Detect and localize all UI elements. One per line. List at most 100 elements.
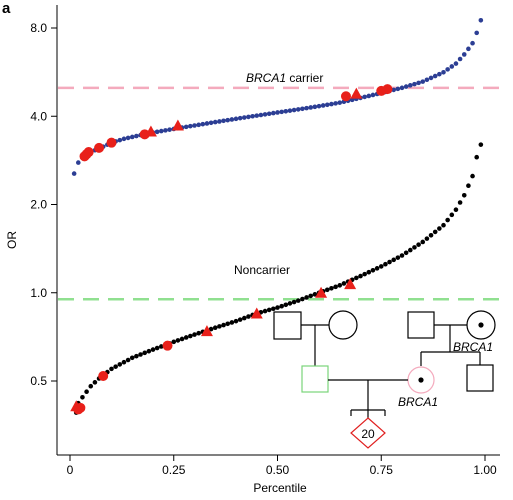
pedigree-offspring-count: 20 — [361, 427, 375, 441]
data-point — [295, 107, 301, 112]
data-point — [424, 236, 430, 241]
data-point — [113, 364, 118, 369]
data-point — [358, 273, 363, 279]
data-point — [432, 73, 438, 79]
data-point — [428, 75, 434, 81]
data-point — [449, 64, 455, 69]
highlight-triangle — [250, 307, 263, 319]
highlight-circle — [98, 371, 109, 382]
highlight-circle — [106, 137, 117, 148]
panel-label: a — [2, 0, 11, 17]
data-point — [403, 250, 409, 256]
x-tick-label: 0.25 — [162, 463, 186, 477]
data-point — [271, 306, 276, 312]
data-point — [129, 355, 135, 361]
data-point — [175, 338, 181, 343]
data-point — [254, 113, 260, 118]
data-point — [295, 298, 301, 303]
data-point — [179, 336, 185, 342]
data-point — [117, 362, 123, 367]
data-point — [408, 83, 413, 88]
data-point — [154, 345, 160, 351]
data-point — [291, 299, 297, 305]
data-point — [408, 247, 413, 253]
pedigree-diagram — [273, 310, 496, 449]
data-point — [354, 275, 359, 281]
carrier-dot — [478, 322, 484, 328]
data-point — [337, 100, 343, 105]
x-axis-label: Percentile — [253, 481, 307, 495]
data-point — [271, 110, 276, 116]
data-point — [320, 103, 326, 108]
y-tick-label: 2.0 — [30, 198, 47, 212]
data-point — [246, 314, 251, 319]
data-point — [337, 283, 343, 288]
data-point — [466, 183, 471, 188]
data-point — [212, 325, 218, 330]
y-ticks: 0.5 1.0 2.0 4.0 8.0 — [30, 21, 57, 388]
data-point — [80, 394, 85, 400]
data-point — [470, 173, 475, 179]
data-point — [428, 232, 434, 238]
highlight-triangle — [171, 119, 184, 131]
data-point — [395, 86, 401, 92]
pedigree-grandmother — [328, 310, 358, 340]
data-point — [134, 353, 139, 359]
data-point — [470, 40, 475, 46]
data-point — [362, 94, 367, 100]
y-tick-label: 1.0 — [30, 286, 47, 300]
data-point — [266, 111, 272, 117]
highlight-triangle — [70, 400, 83, 412]
data-point — [242, 115, 247, 120]
data-point — [362, 271, 367, 277]
data-point — [233, 116, 239, 122]
data-point — [121, 136, 127, 142]
pedigree-brca1-label-spouse: BRCA1 — [453, 340, 493, 354]
highlight-circle — [94, 142, 105, 153]
data-point — [217, 324, 222, 329]
highlight-layer — [70, 84, 393, 415]
data-point — [150, 347, 156, 352]
data-point — [441, 222, 446, 228]
highlight-circle — [340, 91, 351, 102]
pedigree-uncle — [466, 364, 494, 392]
data-point — [266, 307, 272, 313]
data-point — [221, 322, 226, 328]
data-point — [159, 128, 164, 134]
data-point — [391, 257, 397, 263]
highlight-triangle — [144, 125, 157, 137]
data-point — [279, 303, 284, 309]
data-point — [333, 284, 338, 290]
data-point — [229, 117, 235, 122]
data-point — [287, 108, 293, 113]
highlight-triangle — [200, 325, 213, 337]
data-point — [449, 212, 455, 218]
y-tick-label: 0.5 — [30, 374, 47, 388]
data-point — [192, 123, 197, 128]
data-point — [399, 253, 405, 258]
data-point — [275, 110, 280, 115]
pedigree-father — [301, 365, 329, 393]
data-point — [142, 350, 147, 356]
data-point — [71, 171, 77, 176]
data-point — [403, 84, 409, 89]
data-point — [420, 79, 426, 84]
data-point — [333, 101, 338, 106]
data-point — [287, 301, 293, 306]
data-point — [84, 389, 89, 395]
carrier-annotation-gene: BRCA1 — [246, 71, 286, 85]
data-point — [366, 269, 372, 275]
highlight-circle — [382, 84, 393, 95]
data-point — [258, 112, 264, 118]
data-point — [225, 117, 230, 123]
data-point — [474, 30, 480, 36]
highlight-circle — [162, 340, 173, 351]
data-point — [304, 295, 309, 300]
data-point — [391, 87, 397, 93]
data-point — [412, 245, 417, 250]
highlight-triangle — [315, 286, 328, 298]
data-point — [424, 77, 430, 83]
data-point — [250, 113, 255, 119]
pedigree-inlaw-father — [407, 311, 435, 339]
